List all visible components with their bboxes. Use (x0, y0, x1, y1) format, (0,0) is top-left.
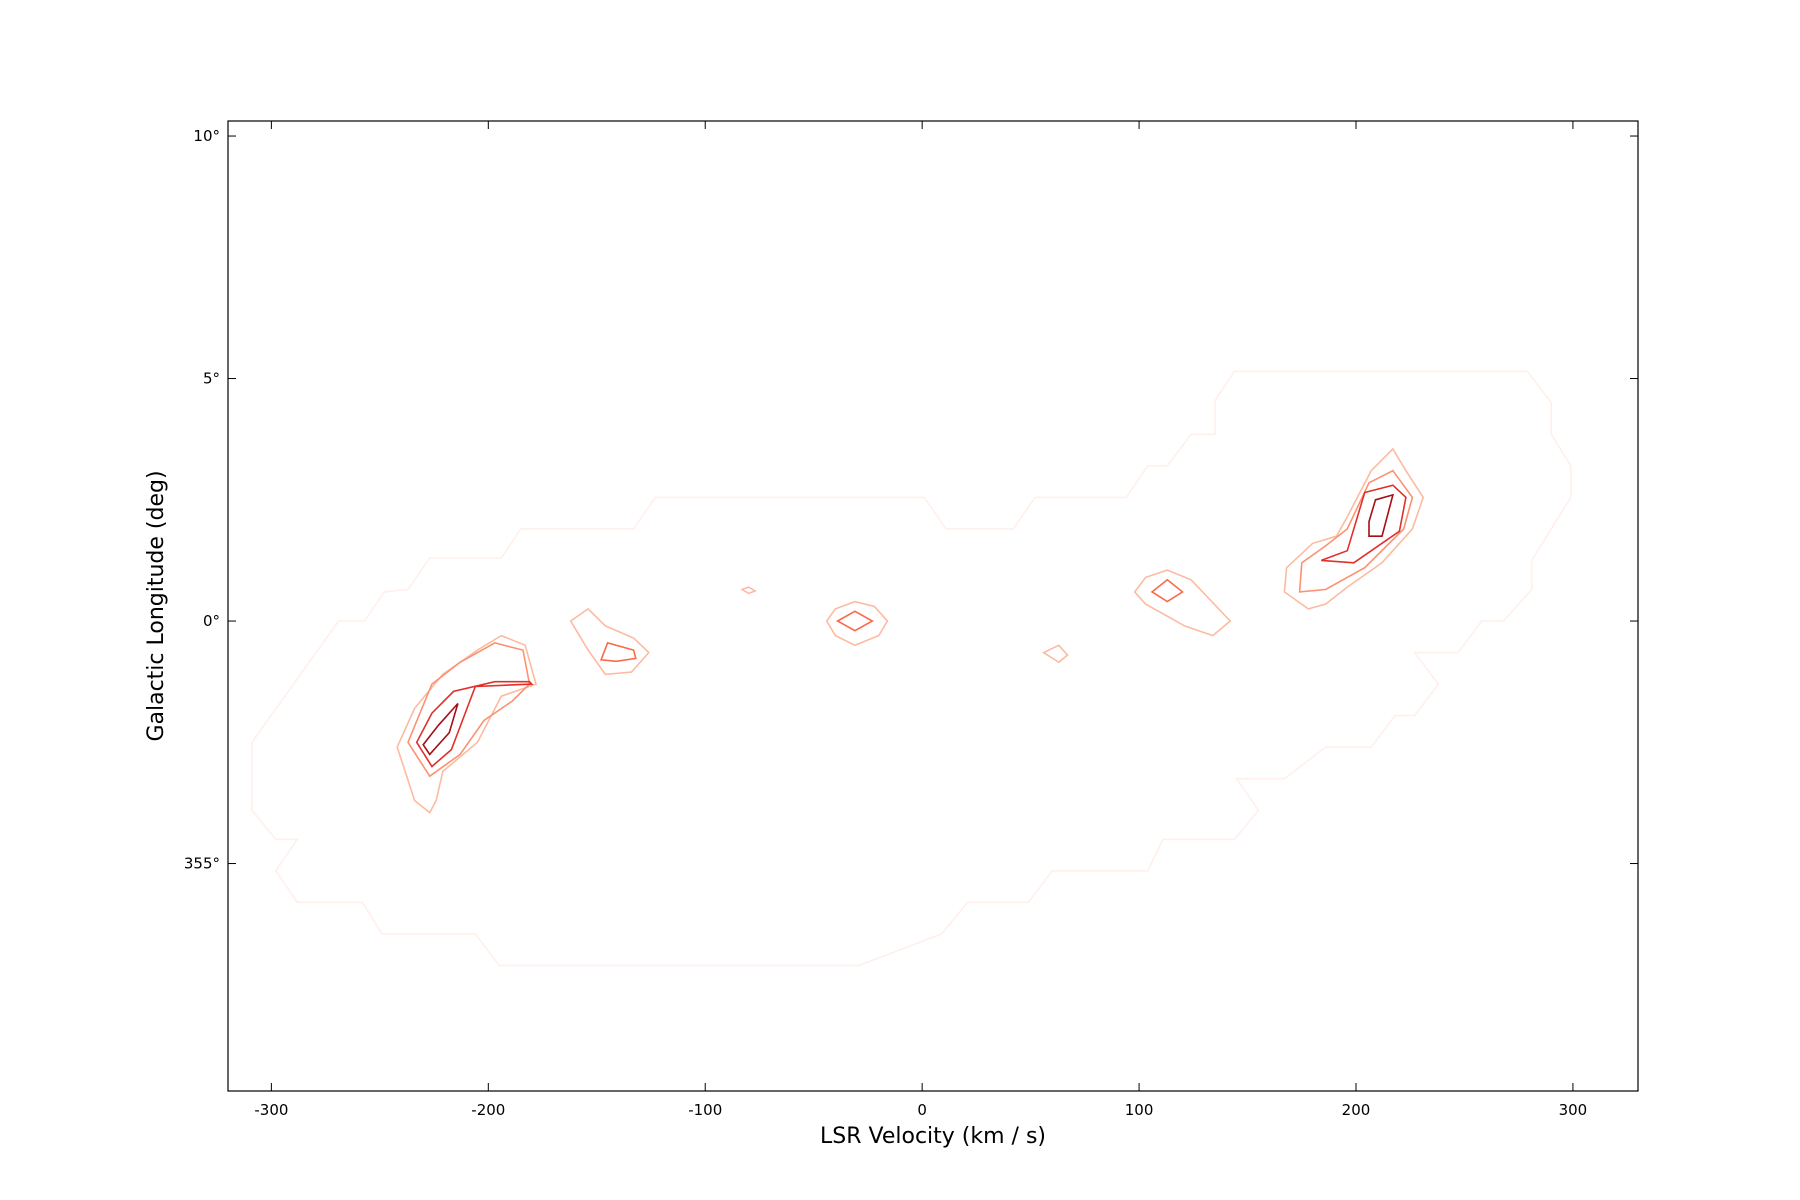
contour-line (599, 641, 637, 663)
contour-line (396, 634, 537, 814)
contour-line (1150, 578, 1184, 603)
x-tick-label: 0 (917, 1101, 927, 1119)
x-tick-label: 200 (1342, 1101, 1371, 1119)
y-tick-label: 5° (203, 370, 220, 388)
plot-frame (227, 120, 1639, 1092)
x-axis-label: LSR Velocity (km / s) (820, 1124, 1046, 1149)
contour-line (415, 680, 534, 768)
y-tick-label: 355° (184, 855, 220, 873)
y-axis-label: Galactic Longitude (deg) (144, 470, 169, 741)
contour-line (1283, 447, 1425, 610)
x-tick-label: -200 (471, 1101, 505, 1119)
x-tick-label: 100 (1125, 1101, 1154, 1119)
x-tick-label: -100 (688, 1101, 722, 1119)
contour-line (1133, 569, 1232, 637)
contour-line (740, 586, 757, 595)
x-tick-label: -300 (254, 1101, 288, 1119)
contour-line (569, 607, 650, 676)
contour-line (835, 610, 874, 632)
contour-line (1041, 644, 1069, 664)
x-tick-label: 300 (1559, 1101, 1588, 1119)
y-tick-label: 0° (203, 612, 220, 630)
contour-line (1298, 469, 1414, 593)
y-tick-label: 10° (193, 127, 220, 145)
contour-line (825, 600, 889, 647)
contour-line (1321, 484, 1407, 564)
contour-line (422, 702, 459, 756)
contour-line (1368, 493, 1395, 537)
contour-line (251, 370, 1572, 967)
